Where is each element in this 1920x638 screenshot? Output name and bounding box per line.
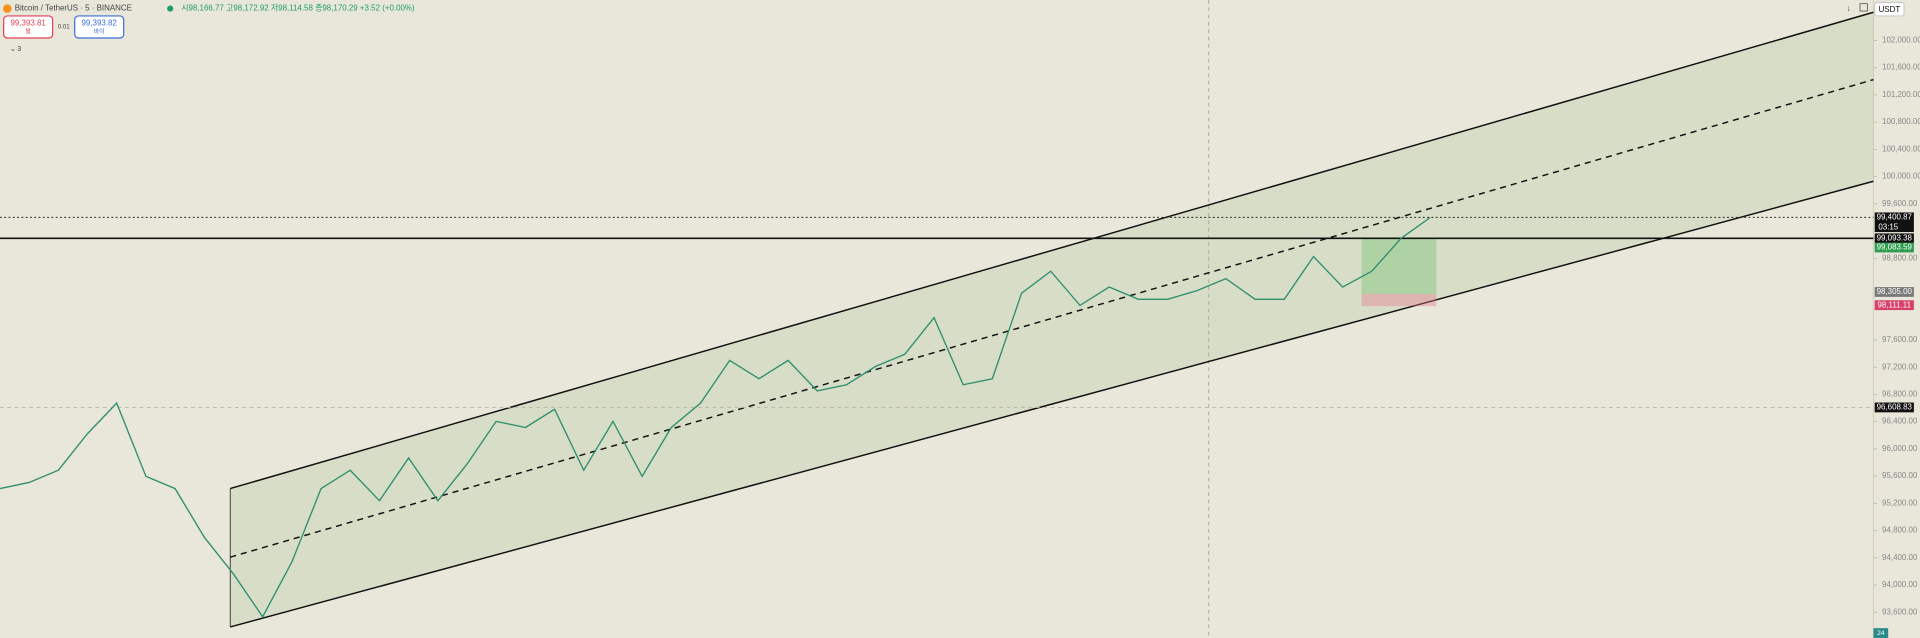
tick-label: 101,200.00 — [1882, 90, 1920, 99]
price-axis: 102,000.00 101,600.00 101,200.00 100,800.00… — [1873, 36, 1920, 616]
price-tag-bg — [1874, 287, 1914, 297]
volume-badge: 24 — [1877, 630, 1885, 637]
tick-label: 99,600.00 — [1882, 199, 1918, 208]
tick-label: 96,000.00 — [1882, 444, 1918, 453]
price-tag-bg — [1874, 300, 1914, 311]
price-tag-bg — [1874, 212, 1914, 233]
buy-button[interactable] — [74, 15, 125, 39]
tick-label: 96,800.00 — [1882, 390, 1918, 399]
tick-label: 94,400.00 — [1882, 553, 1918, 562]
currency[interactable]: USDT — [1879, 5, 1901, 14]
price-tag: 99,093.38 — [1877, 233, 1913, 242]
volume-badge-bg — [1873, 628, 1889, 638]
position-loss-zone — [1361, 293, 1437, 307]
position-profit-zone — [1361, 238, 1437, 294]
price-tag-bg — [1874, 242, 1914, 253]
download-icon[interactable]: ↓ — [1847, 3, 1851, 13]
tick-label: 100,400.00 — [1882, 144, 1920, 153]
currency-button[interactable] — [1874, 1, 1905, 17]
fullscreen-icon[interactable] — [1859, 3, 1868, 12]
indicator-count[interactable]: 3 — [17, 44, 21, 53]
buy-price[interactable]: 99,393.82 — [82, 18, 118, 27]
price-tag: 96,608.83 — [1877, 403, 1913, 412]
sell-label[interactable]: 팔 — [25, 28, 31, 35]
price-tag: 98,111.11 — [1878, 300, 1912, 309]
channel-mid — [229, 78, 1874, 558]
channel-lower — [230, 180, 1874, 628]
tick-label: 95,200.00 — [1882, 498, 1918, 507]
price-tag: 98,305.00 — [1877, 287, 1913, 296]
price-line — [0, 216, 1431, 619]
price-series — [0, 216, 1431, 619]
tick-label: 94,000.00 — [1882, 580, 1918, 589]
ohlc: 시98,166.77 고98,172.92 저98,114.58 종98,170… — [181, 4, 415, 13]
price-tag: 99,400.87 — [1877, 212, 1913, 221]
tick-label: 97,600.00 — [1882, 335, 1918, 344]
channel-upper — [229, 11, 1874, 490]
tick-label: 102,000.00 — [1882, 36, 1920, 45]
levels — [0, 216, 1874, 408]
tick-label: 98,800.00 — [1882, 253, 1918, 262]
tick-label: 93,600.00 — [1882, 607, 1918, 616]
tick-label: 100,000.00 — [1882, 172, 1920, 181]
tick-label: 96,400.00 — [1882, 417, 1918, 426]
price-tag: 99,083.59 — [1877, 243, 1913, 252]
buy-label[interactable]: 바이 — [94, 27, 105, 35]
price-tag-bg — [1874, 233, 1914, 244]
symbol: Bitcoin / TetherUS · 5 · BINANCE — [15, 4, 132, 13]
sell-price[interactable]: 99,393.81 — [11, 18, 47, 27]
tick-label: 94,800.00 — [1882, 526, 1918, 535]
tick-label: 95,600.00 — [1882, 471, 1918, 480]
sell-button[interactable] — [3, 15, 54, 39]
tick-label: 101,600.00 — [1882, 63, 1920, 72]
indicator-toggle[interactable]: ⌄ — [10, 44, 16, 53]
tick-label: 97,200.00 — [1882, 362, 1918, 371]
price-tag-bg — [1874, 402, 1914, 413]
tick-label: 100,800.00 — [1882, 117, 1920, 126]
status-dot — [167, 5, 174, 12]
price-tag-countdown: 03:15 — [1878, 222, 1898, 231]
symbol-icon — [3, 4, 12, 13]
spread: 0.01 — [58, 24, 70, 31]
